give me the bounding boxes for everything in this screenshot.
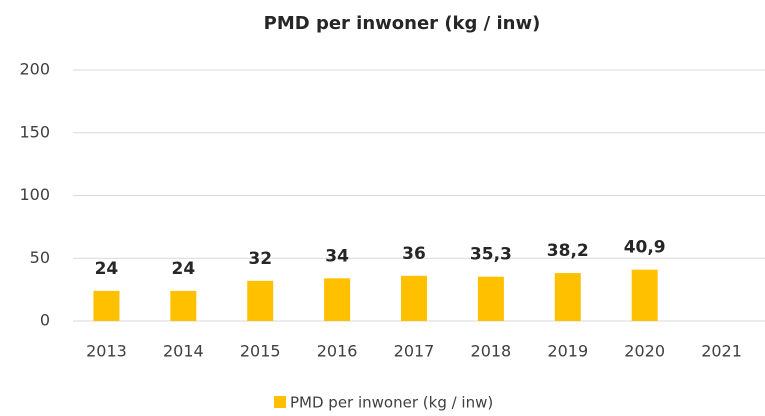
bar xyxy=(247,280,274,321)
bar xyxy=(554,273,581,321)
data-label: 32 xyxy=(248,249,272,269)
x-tick-label: 2015 xyxy=(240,342,281,361)
bar xyxy=(477,276,504,321)
data-label: 24 xyxy=(171,259,195,279)
x-tick-label: 2020 xyxy=(624,342,665,361)
x-tick-label: 2021 xyxy=(701,342,742,361)
data-label: 34 xyxy=(325,246,349,266)
x-tick-label: 2016 xyxy=(317,342,358,361)
y-tick-label: 50 xyxy=(30,248,50,267)
x-tick-label: 2019 xyxy=(547,342,588,361)
y-tick-label: 200 xyxy=(19,60,50,79)
y-tick-label: 0 xyxy=(40,311,50,330)
x-tick-label: 2018 xyxy=(471,342,512,361)
chart-title: PMD per inwoner (kg / inw) xyxy=(264,13,541,34)
data-label: 35,3 xyxy=(470,245,512,265)
data-label: 38,2 xyxy=(547,241,589,261)
bar xyxy=(631,269,658,321)
x-tick-label: 2017 xyxy=(394,342,435,361)
bar xyxy=(401,275,427,321)
bar xyxy=(324,278,351,321)
legend-label: PMD per inwoner (kg / inw) xyxy=(290,394,493,412)
legend-swatch xyxy=(274,396,286,408)
bar xyxy=(93,290,120,321)
data-label: 36 xyxy=(402,244,426,264)
bar xyxy=(170,290,197,321)
data-label: 24 xyxy=(95,259,119,279)
y-tick-label: 100 xyxy=(19,185,50,204)
x-tick-label: 2013 xyxy=(86,342,127,361)
x-tick-label: 2014 xyxy=(163,342,204,361)
data-label: 40,9 xyxy=(624,238,666,258)
y-tick-label: 150 xyxy=(19,122,50,141)
